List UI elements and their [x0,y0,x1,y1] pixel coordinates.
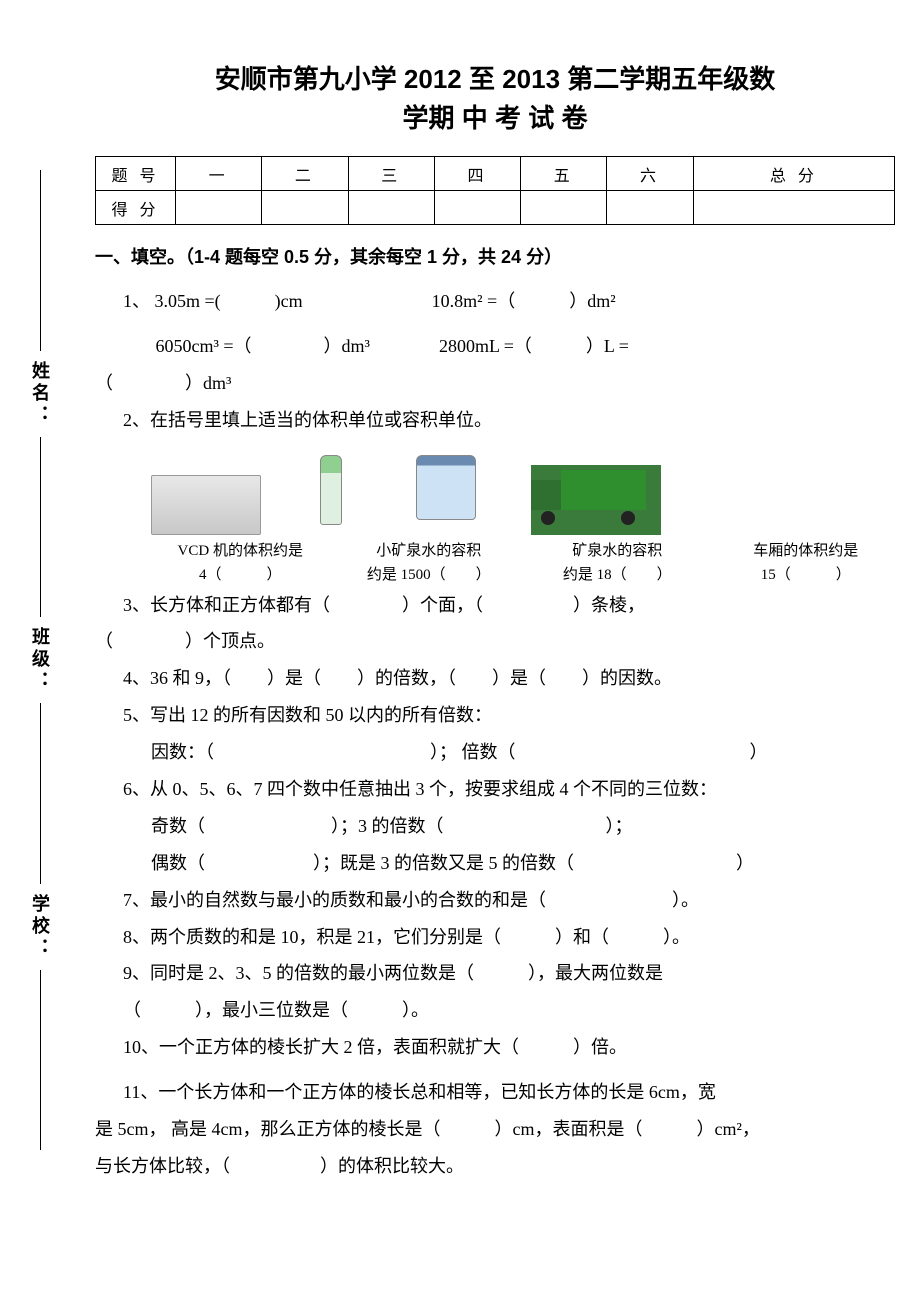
th-2: 二 [262,157,348,191]
th-label: 题 号 [96,157,176,191]
th-4: 四 [434,157,520,191]
q1-row3: （ ）dm³ [95,365,895,402]
q1a: 1、 3.05m =( )cm [123,291,303,311]
q3a: 3、长方体和正方体都有（ ）个面，（ ）条棱， [95,587,895,624]
q1d: 2800mL =（ ）L = [439,336,629,356]
q10: 10、一个正方体的棱长扩大 2 倍，表面积就扩大（ ）倍。 [95,1029,895,1066]
q11b: 是 5cm， 高是 4cm，那么正方体的棱长是（ ）cm，表面积是（ ）cm²， [95,1111,895,1148]
th-5: 五 [521,157,607,191]
q7: 7、最小的自然数与最小的质数和最小的合数的和是（ ）。 [95,882,895,919]
td-blank [521,191,607,225]
td-blank [434,191,520,225]
img-bottle [301,445,361,535]
q9a: 9、同时是 2、3、5 的倍数的最小两位数是（ ），最大两位数是 [95,955,895,992]
q1c: 6050cm³ =（ ）dm³ [156,336,370,356]
q2-intro: 2、在括号里填上适当的体积单位或容积单位。 [95,402,895,439]
q2-images [95,445,895,535]
img-jug [401,455,491,535]
td-blank [693,191,894,225]
q3b: （ ）个顶点。 [95,623,895,660]
q8: 8、两个质数的和是 10，积是 21，它们分别是（ ）和（ ）。 [95,919,895,956]
q1-row2: 6050cm³ =（ ）dm³ 2800mL =（ ）L = [95,328,895,365]
q1-row1: 1、 3.05m =( )cm 10.8m² =（ ）dm² [95,283,895,320]
score-table: 题 号 一 二 三 四 五 六 总 分 得 分 [95,156,895,225]
exam-title: 安顺市第九小学 2012 至 2013 第二学期五年级数 学期 中 考 试 卷 [95,60,895,138]
label-class: 班级： [27,627,53,693]
th-6: 六 [607,157,693,191]
q1b: 10.8m² =（ ）dm² [432,291,616,311]
td-blank [348,191,434,225]
q6c: 偶数（ ）；既是 3 的倍数又是 5 的倍数（ ） [95,845,895,882]
cap4b: 15（ ） [717,563,896,587]
img-truck [531,465,661,535]
q6b: 奇数（ ）；3 的倍数（ ）； [95,808,895,845]
cap2b: 约是 1500（ ） [340,563,519,587]
th-total: 总 分 [693,157,894,191]
cap1b: 4（ ） [151,563,330,587]
label-name: 姓名： [27,361,53,427]
q2-captions-row1: VCD 机的体积约是 小矿泉水的容积 矿泉水的容积 车厢的体积约是 [95,539,895,563]
cap1a: VCD 机的体积约是 [151,539,330,563]
img-dvd [151,475,261,535]
q11a: 11、一个长方体和一个正方体的棱长总和相等，已知长方体的长是 6cm，宽 [95,1074,895,1111]
label-school: 学校： [27,894,53,960]
binding-sidebar: 姓名： 班级： 学校： [10,160,70,1160]
cap3b: 约是 18（ ） [528,563,707,587]
td-score-label: 得 分 [96,191,176,225]
section-1-title: 一、填空。（1-4 题每空 0.5 分，其余每空 1 分，共 24 分） [95,243,895,269]
title-line-2: 学期 中 考 试 卷 [95,99,895,138]
td-blank [607,191,693,225]
q2-captions-row2: 4（ ） 约是 1500（ ） 约是 18（ ） 15（ ） [95,563,895,587]
th-1: 一 [176,157,262,191]
q6a: 6、从 0、5、6、7 四个数中任意抽出 3 个，按要求组成 4 个不同的三位数… [95,771,895,808]
td-blank [176,191,262,225]
td-blank [262,191,348,225]
title-line-1: 安顺市第九小学 2012 至 2013 第二学期五年级数 [95,60,895,99]
q4: 4、36 和 9，（ ）是（ ）的倍数，（ ）是（ ）的因数。 [95,660,895,697]
q11c: 与长方体比较，（ ）的体积比较大。 [95,1148,895,1185]
q5b: 因数：（ ）； 倍数（ ） [95,734,895,771]
cap3a: 矿泉水的容积 [528,539,707,563]
cap4a: 车厢的体积约是 [717,539,896,563]
cap2a: 小矿泉水的容积 [340,539,519,563]
q9b: （ ），最小三位数是（ ）。 [95,992,895,1029]
q5a: 5、写出 12 的所有因数和 50 以内的所有倍数： [95,697,895,734]
exam-content: 安顺市第九小学 2012 至 2013 第二学期五年级数 学期 中 考 试 卷 … [95,60,895,1185]
th-3: 三 [348,157,434,191]
